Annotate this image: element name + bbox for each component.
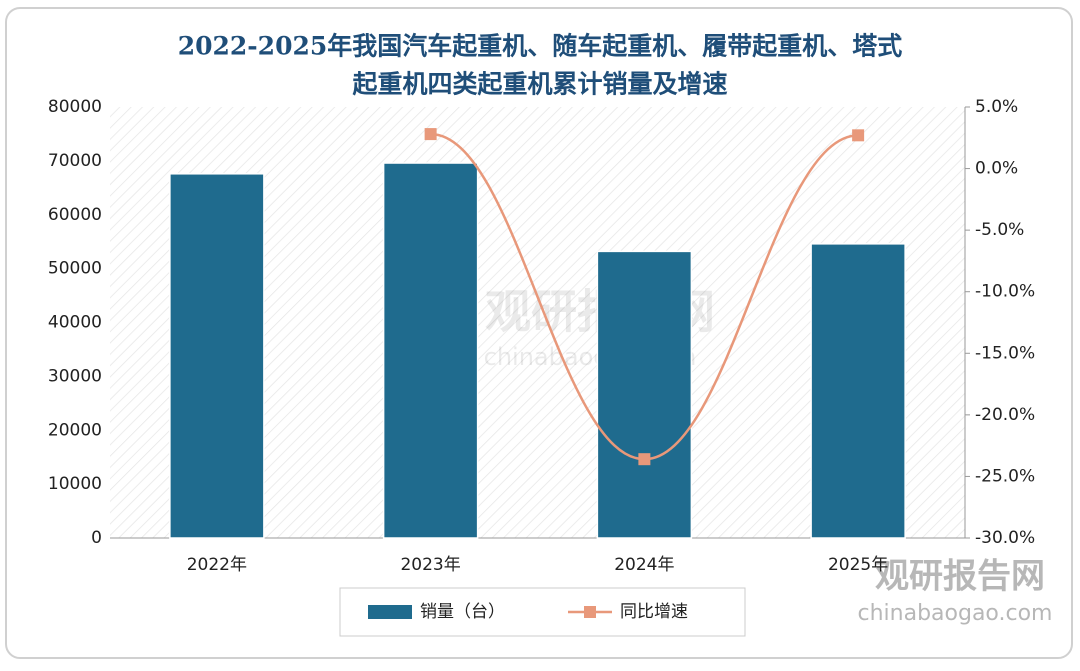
- y-tick-label: 10000: [48, 474, 102, 494]
- watermark: chinabaogao.com: [858, 601, 1053, 626]
- bar: [810, 243, 906, 539]
- y2-tick-label: 0.0%: [975, 159, 1018, 179]
- marker: [424, 128, 437, 141]
- marker: [638, 453, 651, 466]
- y2-tick-label: -20.0%: [975, 405, 1035, 425]
- x-tick-label: 2023年: [400, 555, 460, 575]
- watermark: 观研报告网: [875, 557, 1045, 597]
- y2-tick-label: -15.0%: [975, 343, 1035, 363]
- y2-tick-label: 5.0%: [975, 97, 1018, 117]
- y-tick-label: 0: [91, 528, 102, 548]
- bar: [596, 250, 693, 539]
- y-tick-label: 70000: [48, 151, 102, 171]
- y2-tick-label: -5.0%: [975, 220, 1024, 240]
- y-tick-label: 80000: [48, 97, 102, 117]
- chart-title: 2022-2025年我国汽车起重机、随车起重机、履带起重机、塔式: [178, 32, 903, 61]
- x-tick-label: 2024年: [614, 555, 674, 575]
- bar: [382, 162, 479, 539]
- y-tick-label: 30000: [48, 366, 102, 386]
- chart-title: 起重机四类起重机累计销量及增速: [352, 70, 727, 99]
- x-tick-label: 2025年: [828, 555, 888, 575]
- y-tick-label: 60000: [48, 205, 102, 225]
- y-tick-label: 40000: [48, 313, 102, 333]
- legend-label: 同比增速: [620, 602, 688, 622]
- bar: [169, 173, 265, 539]
- y2-tick-label: -30.0%: [975, 528, 1035, 548]
- legend-swatch: [368, 605, 412, 619]
- y2-tick-label: -25.0%: [975, 466, 1035, 486]
- x-tick-label: 2022年: [187, 555, 247, 575]
- y2-tick-label: -10.0%: [975, 282, 1035, 302]
- y-tick-label: 20000: [48, 420, 102, 440]
- marker: [852, 129, 865, 142]
- legend-label: 销量（台）: [420, 602, 505, 622]
- y-tick-label: 50000: [48, 259, 102, 279]
- legend-swatch: [584, 606, 596, 618]
